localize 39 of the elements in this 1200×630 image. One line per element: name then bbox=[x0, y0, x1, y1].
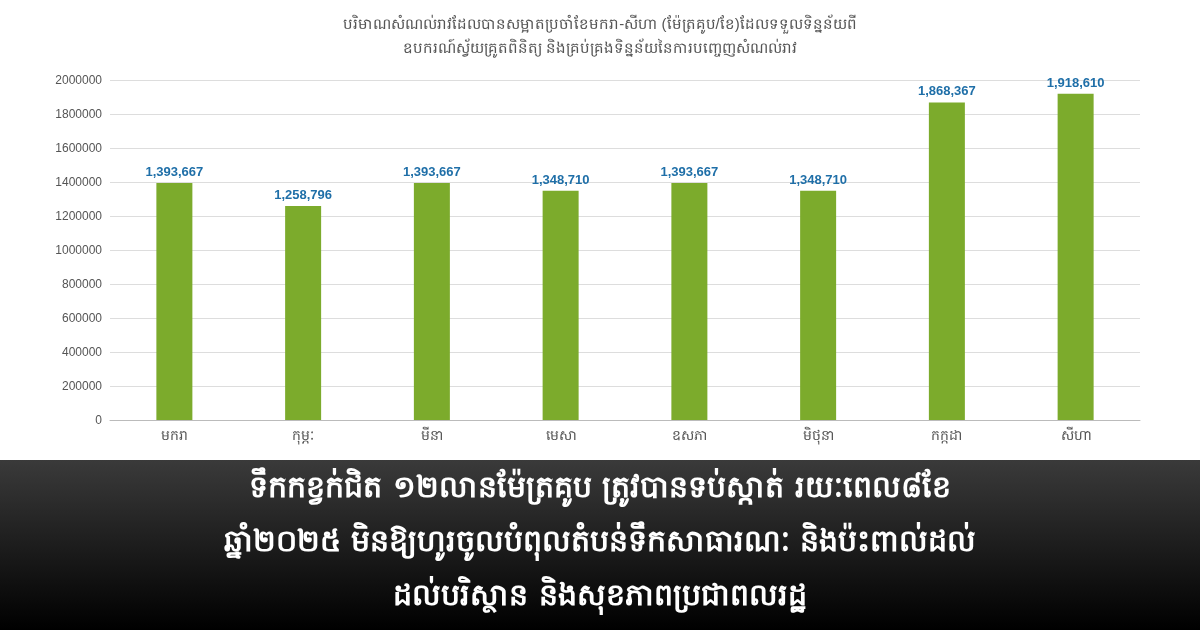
chart-title: បរិមាណសំណល់រាវដែលបានសម្អាតប្រចាំខែមករា-សីហា (ម៉ែត្រគូប/ខែ)ដែលទទួលទិន្នន័យពី ឧបករណ៍ស្វ័យគ្រូតពិនិត្យ និងគ្រប់គ្រងទិន្នន័យនៃការបញ្ចេញសំណល់រាវ bbox=[343, 13, 857, 58]
bar bbox=[928, 102, 965, 420]
y-tick-label: 1600000 bbox=[55, 141, 103, 155]
x-tick-label: ឧសភា bbox=[671, 427, 707, 443]
x-tick-label: មីនា bbox=[420, 426, 443, 443]
y-tick-label: 200000 bbox=[61, 379, 103, 393]
data-label: 1,868,367 bbox=[917, 83, 976, 99]
y-tick-label: 0 bbox=[95, 413, 103, 427]
y-tick-label: 800000 bbox=[61, 277, 103, 291]
text: ទឹកកខ្វក់ជិត ១២លានម៉ែត្រគូប ត្រូវបានទប់ស្កាត់ រយៈពេល៨ខែ bbox=[248, 466, 952, 509]
y-tick-label: 1800000 bbox=[55, 107, 103, 121]
data-label: 1,918,610 bbox=[1046, 74, 1105, 90]
data-label: 1,393,667 bbox=[145, 164, 204, 180]
bar bbox=[800, 190, 837, 420]
text: ឆ្នាំ២០២៥ មិនឱ្យហូរចូលបំពុលតំបន់ទឹកសាធារណៈ និងប៉ះពាល់ដល់ bbox=[222, 520, 978, 563]
bar bbox=[413, 183, 450, 420]
y-tick-label: 400000 bbox=[61, 345, 103, 359]
x-tick-label: មិថុនា bbox=[802, 426, 834, 445]
data-label: 1,348,710 bbox=[531, 171, 590, 187]
y-tick-label: 1000000 bbox=[55, 243, 103, 257]
x-tick-label: មេសា bbox=[545, 427, 576, 443]
bar bbox=[285, 206, 322, 420]
data-label: 1,348,710 bbox=[789, 171, 848, 187]
bar bbox=[542, 190, 579, 420]
x-tick-label: មករា bbox=[161, 427, 188, 443]
text: ដល់បរិស្ថាន និងសុខភាពប្រជាពលរដ្ឋ bbox=[392, 575, 808, 617]
data-label: 1,258,796 bbox=[274, 187, 333, 202]
x-tick-label: កុម្ភៈ bbox=[292, 427, 315, 445]
bar bbox=[156, 183, 193, 420]
y-tick-label: 2000000 bbox=[55, 73, 103, 87]
data-label: 1,393,667 bbox=[402, 164, 461, 180]
bar bbox=[671, 183, 708, 420]
y-tick-label: 600000 bbox=[61, 311, 103, 325]
x-tick-label: សីហា bbox=[1060, 426, 1091, 443]
y-tick-label: 1400000 bbox=[55, 175, 103, 189]
data-label: 1,393,667 bbox=[660, 164, 719, 180]
bar bbox=[1057, 93, 1094, 420]
y-tick-label: 1200000 bbox=[55, 209, 103, 223]
x-tick-label: កក្កដា bbox=[931, 427, 963, 444]
